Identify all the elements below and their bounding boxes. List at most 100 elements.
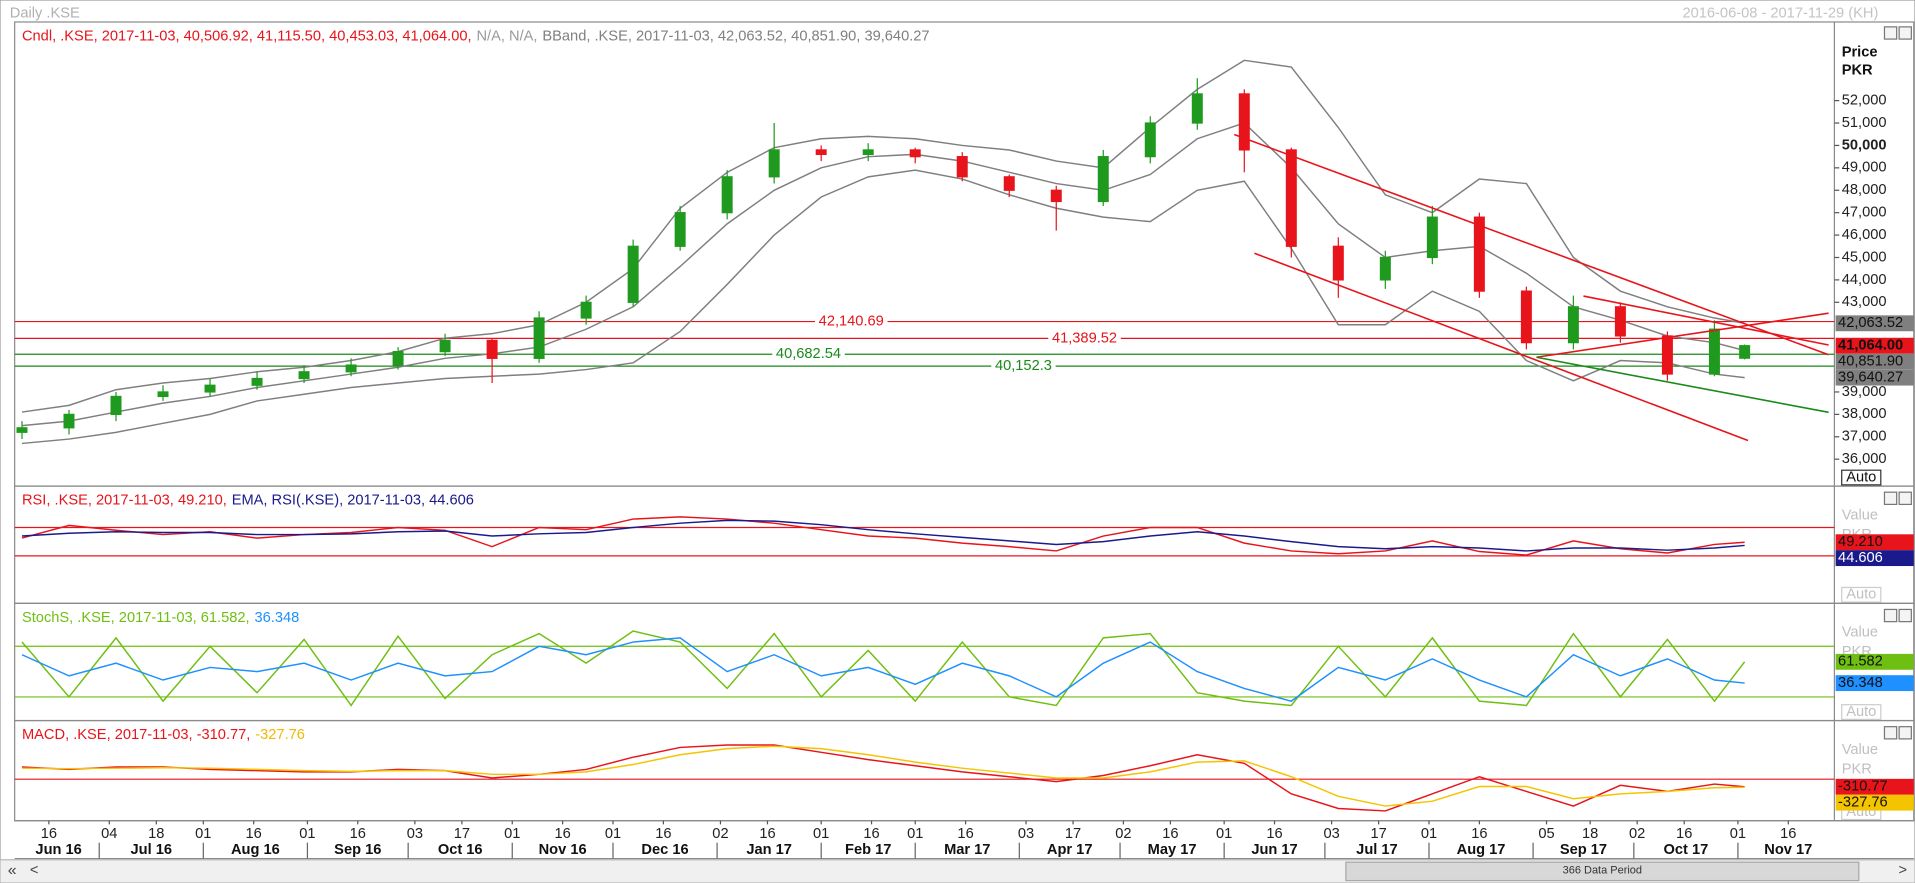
candle-body	[1379, 256, 1391, 281]
candle-body	[345, 364, 357, 373]
x-tick-label: 03	[407, 826, 423, 842]
x-tick-label: 03	[1018, 826, 1034, 842]
level-label: 40,682.54	[776, 346, 841, 362]
x-tick-label: 17	[1370, 826, 1386, 842]
candle-body	[1520, 290, 1532, 344]
panel-button[interactable]	[1898, 26, 1912, 40]
legend-entry: BBand, .KSE, 2017-11-03, 42,063.52, 40,8…	[542, 29, 929, 45]
panel-button[interactable]	[1883, 491, 1898, 506]
trendline	[1233, 133, 1829, 356]
x-tick-label: 01	[299, 826, 315, 842]
x-tick-label: 02	[1115, 826, 1131, 842]
x-tick-label: 16	[350, 826, 366, 842]
scroll-thumb[interactable]	[1345, 861, 1860, 882]
candle-body	[251, 377, 263, 386]
x-tick-label: 01	[813, 826, 829, 842]
candle-body	[721, 176, 733, 214]
legend-entry: StochS, .KSE, 2017-11-03, 61.582,	[22, 610, 250, 626]
x-tick-label: 03	[1323, 826, 1339, 842]
x-tick-label: 16	[41, 826, 57, 842]
level-label-bg	[815, 313, 888, 330]
x-tick-label: 01	[605, 826, 621, 842]
candle-body	[1614, 306, 1626, 337]
scroll-first[interactable]: «	[8, 862, 17, 879]
x-tick-label: 02	[712, 826, 728, 842]
value-box	[1835, 353, 1914, 370]
month-label: Nov 17	[1764, 842, 1812, 858]
series-line	[21, 519, 1745, 552]
candle-body	[486, 339, 498, 359]
x-tick-label: 01	[504, 826, 520, 842]
trendline	[1536, 356, 1829, 414]
panel-button[interactable]	[1883, 26, 1898, 40]
x-tick-label: 16	[655, 826, 671, 842]
candle-body	[1426, 216, 1438, 259]
value-box-label: 44.606	[1838, 550, 1883, 566]
x-tick-label: 16	[759, 826, 775, 842]
x-tick-label: 16	[1471, 826, 1487, 842]
month-label: Dec 16	[641, 842, 688, 858]
legend-entry: EMA, RSI(.KSE), 2017-11-03, 44.606	[232, 493, 474, 509]
month-label: Sep 16	[334, 842, 381, 858]
month-label: Jun 16	[35, 842, 81, 858]
legend: MACD, .KSE, 2017-11-03, -310.77, -327.76	[22, 727, 305, 743]
y-tick-label: 36,000	[1842, 451, 1887, 467]
candle-body	[110, 395, 122, 415]
candle-body	[674, 212, 686, 247]
month-label: Oct 17	[1663, 842, 1708, 858]
month-label: May 17	[1148, 842, 1197, 858]
month-label: Feb 17	[845, 842, 891, 858]
x-tick-label: 16	[1266, 826, 1282, 842]
scale-mode[interactable]: Auto	[1846, 704, 1876, 720]
x-tick-label: 01	[1216, 826, 1232, 842]
panel-button[interactable]	[1883, 726, 1898, 740]
data-period: 366 Data Period	[1563, 865, 1642, 877]
x-tick-label: 16	[1676, 826, 1692, 842]
month-label: Aug 16	[231, 842, 280, 858]
y-tick-label: 52,000	[1842, 92, 1887, 108]
axis-unit: PKR	[1842, 63, 1873, 79]
scroll-prev[interactable]: <	[30, 863, 39, 879]
candle-body	[439, 339, 451, 353]
panel-button[interactable]	[1898, 608, 1912, 623]
candle-body	[862, 149, 874, 156]
x-tick-label: 05	[1538, 826, 1554, 842]
month-label: Jul 17	[1356, 842, 1398, 858]
candle-body	[580, 301, 592, 319]
level-label-bg	[772, 346, 845, 363]
value-box	[1835, 653, 1914, 670]
plot-area	[14, 744, 1835, 812]
panel-button[interactable]	[1883, 608, 1898, 623]
panel-button[interactable]	[1898, 726, 1912, 740]
series-line	[21, 122, 1745, 427]
y-tick-label: 47,000	[1842, 205, 1887, 221]
candle-body	[1285, 149, 1297, 247]
x-tick-label: 17	[1065, 826, 1081, 842]
plot-area	[14, 630, 1835, 707]
value-box-label: 39,640.27	[1838, 369, 1903, 385]
plot-area	[14, 516, 1835, 557]
legend: Cndl, .KSE, 2017-11-03, 40,506.92, 41,11…	[22, 29, 930, 45]
scale-mode[interactable]: Auto	[1846, 469, 1876, 485]
date-range: 2016-06-08 - 2017-11-29 (KH)	[1682, 5, 1878, 21]
candle-body	[157, 391, 169, 398]
month-label: Oct 16	[438, 842, 483, 858]
x-tick-label: 01	[1421, 826, 1437, 842]
candle-body	[1661, 335, 1673, 375]
trendline	[1254, 252, 1749, 442]
candle-body	[768, 149, 780, 178]
scale-mode[interactable]: Auto	[1846, 587, 1876, 603]
value-box	[1835, 315, 1914, 332]
panel-button[interactable]	[1898, 491, 1912, 506]
scroll-next[interactable]: >	[1899, 863, 1908, 879]
candle-body	[533, 317, 545, 359]
candle-body	[63, 413, 75, 429]
legend-entry: MACD, .KSE, 2017-11-03, -310.77,	[22, 727, 250, 743]
x-tick-label: 16	[246, 826, 262, 842]
month-label: Sep 17	[1560, 842, 1607, 858]
value-box-label: 40,851.90	[1838, 353, 1903, 369]
chart-title: Daily .KSE	[10, 5, 80, 21]
value-box	[1835, 794, 1914, 811]
candle-body	[956, 156, 968, 178]
